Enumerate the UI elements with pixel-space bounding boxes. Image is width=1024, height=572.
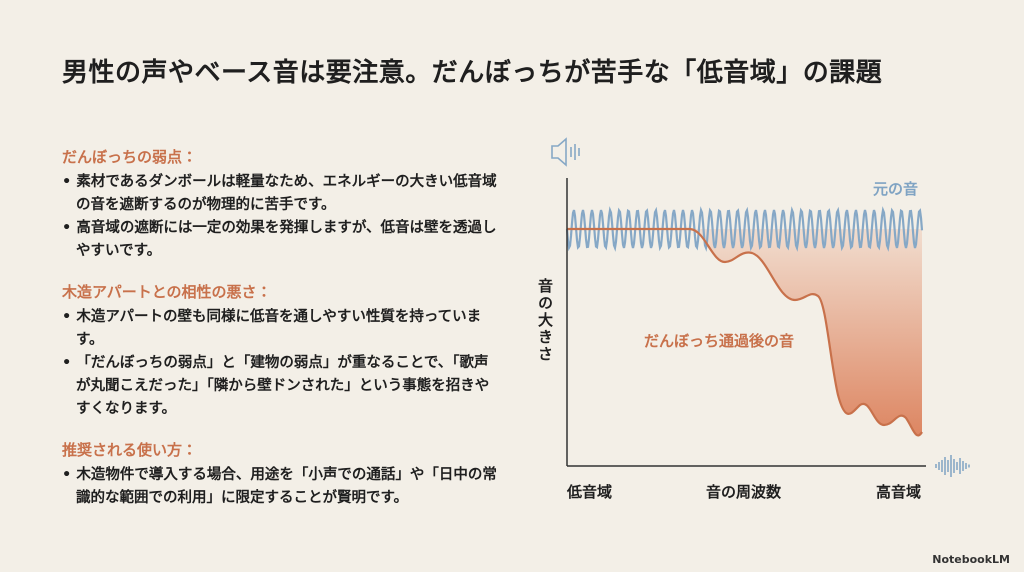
bullet-list: 木造アパートの壁も同様に低音を通しやすい性質を持っています。「だんぼっちの弱点」… <box>62 306 502 421</box>
bullet: 「だんぼっちの弱点」と「建物の弱点」が重なることで、「歌声が丸聞こえだった」「隣… <box>62 352 502 421</box>
section-heading: 木造アパートとの相性の悪さ： <box>62 283 272 301</box>
section: 推奨される使い方： 木造物件で導入する場合、用途を「小声での通話」や「日中の常識的… <box>62 439 502 510</box>
bullet: 木造物件で導入する場合、用途を「小声での通話」や「日中の常識的な範囲での利用」に… <box>62 464 502 510</box>
bullet: 高音域の遮断には一定の効果を発揮しますが、低音は壁を透過しやすいです。 <box>62 217 502 263</box>
filtered-curve <box>567 227 923 437</box>
section-heading: 推奨される使い方： <box>62 441 198 459</box>
x-label-low: 低音域 <box>567 483 613 501</box>
bullet-list: 素材であるダンボールは軽量なため、エネルギーの大きい低音域の音を遮断するのが物理… <box>62 171 502 263</box>
bullet: 素材であるダンボールは軽量なため、エネルギーの大きい低音域の音を遮断するのが物理… <box>62 171 502 217</box>
brand: NotebookLM <box>932 553 1010 566</box>
section-heading: だんぼっちの弱点： <box>62 148 198 166</box>
section: だんぼっちの弱点： 素材であるダンボールは軽量なため、エネルギーの大きい低音域の音… <box>62 146 502 263</box>
waveform-icon <box>935 455 970 477</box>
filtered-label: だんぼっち通過後の音 <box>644 332 795 350</box>
speaker-icon <box>551 137 580 167</box>
bullet-list: 木造物件で導入する場合、用途を「小声での通話」や「日中の常識的な範囲での利用」に… <box>62 464 502 510</box>
x-label-axis: 音の周波数 <box>706 483 782 501</box>
y-axis-label: 音の大きさ <box>536 278 554 363</box>
original-label: 元の音 <box>873 180 919 198</box>
attenuation-fill <box>690 229 922 436</box>
section: 木造アパートとの相性の悪さ： 木造アパートの壁も同様に低音を通しやすい性質を持って… <box>62 281 502 421</box>
text-column: だんぼっちの弱点： 素材であるダンボールは軽量なため、エネルギーの大きい低音域の音… <box>62 146 502 528</box>
x-label-high: 高音域 <box>876 483 922 501</box>
title: 男性の声やベース音は要注意。だんぼっちが苦手な「低音域」の課題 <box>62 58 883 88</box>
bullet: 木造アパートの壁も同様に低音を通しやすい性質を持っています。 <box>62 306 502 352</box>
